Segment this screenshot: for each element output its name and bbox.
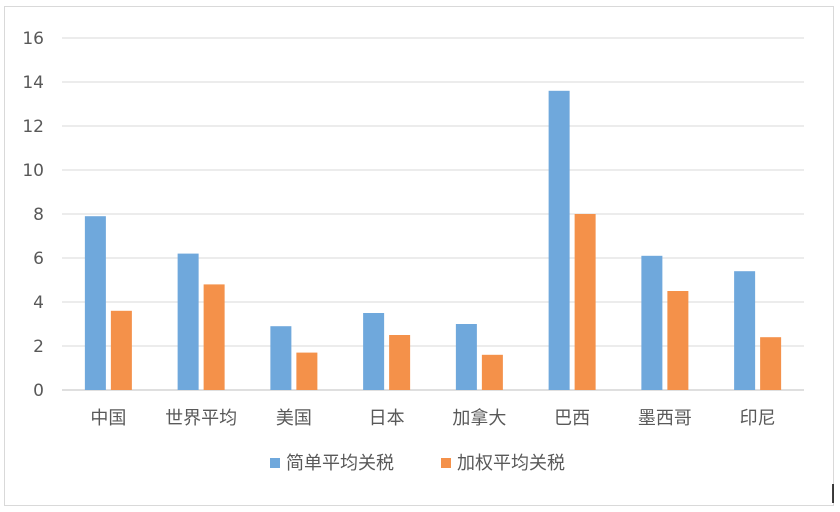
bar-simple [641,255,663,390]
bar-weighted [760,337,782,390]
x-category-label: 世界平均 [165,408,237,429]
y-tick-label: 0 [33,381,44,401]
y-tick-label: 10 [22,161,44,181]
legend-label: 简单平均关税 [286,453,394,474]
bar-weighted [389,335,411,390]
bar-simple [363,313,385,390]
y-tick-label: 14 [22,73,44,93]
bar-weighted [110,310,132,390]
bars [84,90,782,391]
x-category-label: 加拿大 [452,407,506,429]
chart-frame [4,6,834,506]
y-tick-label: 8 [33,205,44,225]
legend: 简单平均关税 加权平均关税 [270,453,565,474]
y-tick-label: 6 [33,249,44,269]
legend-swatch [441,458,451,468]
bar-simple [734,271,756,390]
bar-simple [177,253,199,390]
y-tick-label: 12 [22,117,44,137]
bar-simple [548,90,570,391]
y-tick-label: 2 [33,337,44,357]
bar-simple [270,326,292,390]
x-category-label: 美国 [276,408,312,429]
bar-weighted [203,284,225,390]
gridlines [62,37,804,391]
legend-swatch [270,458,280,468]
x-category-label: 墨西哥 [638,408,692,429]
x-category-label: 印尼 [740,408,776,429]
bar-simple [84,216,106,390]
y-tick-label: 16 [22,29,44,49]
bar-simple [455,324,477,390]
bar-weighted [667,291,689,390]
y-axis-ticks: 0 2 4 6 8 10 12 14 16 [22,29,44,401]
bar-weighted [574,214,596,390]
legend-label: 加权平均关税 [457,453,565,474]
bar-weighted [296,352,318,390]
x-category-label: 日本 [369,408,405,429]
x-category-label: 中国 [90,408,126,429]
x-axis-categories: 中国 世界平均 美国 日本 加拿大 巴西 墨西哥 印尼 [90,407,775,429]
y-tick-label: 4 [33,293,44,313]
x-category-label: 巴西 [554,408,590,429]
bar-weighted [481,354,503,390]
